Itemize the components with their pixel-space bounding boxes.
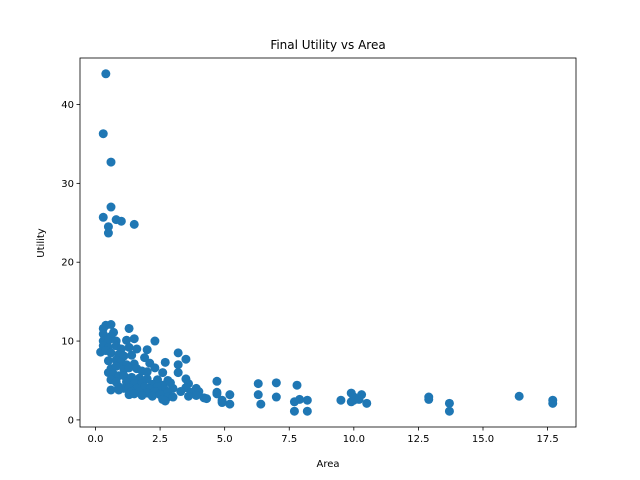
data-point-119 <box>256 399 266 409</box>
data-point-141 <box>217 398 227 408</box>
y-tick-label: 20 <box>61 258 74 269</box>
data-point-139 <box>302 406 312 416</box>
plot-area-frame <box>79 57 577 428</box>
data-point-55 <box>158 368 168 378</box>
data-point-27 <box>124 342 134 352</box>
data-point-14 <box>124 323 134 333</box>
data-point-114 <box>184 391 193 401</box>
y-axis: 0 10 20 30 40 <box>61 100 80 426</box>
data-point-110 <box>225 390 235 400</box>
data-point-77 <box>253 379 263 389</box>
data-point-124 <box>336 395 346 405</box>
data-point-117 <box>160 396 170 406</box>
data-point-142 <box>212 389 222 399</box>
chart-title: Final Utility vs Area <box>270 38 385 52</box>
data-point-104 <box>129 389 139 399</box>
data-point-53 <box>142 367 152 377</box>
data-point-2 <box>106 157 116 167</box>
data-point-45 <box>160 357 170 367</box>
data-point-140 <box>444 406 454 416</box>
points-layer <box>96 69 558 416</box>
data-point-92 <box>114 385 124 395</box>
data-point-32 <box>106 348 116 358</box>
data-point-105 <box>147 391 157 401</box>
y-tick-label: 30 <box>61 179 74 190</box>
data-point-1 <box>98 129 108 139</box>
data-point-35 <box>127 350 137 360</box>
y-tick-label: 40 <box>61 100 74 111</box>
data-point-78 <box>271 378 281 388</box>
data-point-7 <box>129 219 139 229</box>
data-point-11 <box>106 320 116 329</box>
data-point-8 <box>103 222 113 232</box>
data-point-6 <box>116 216 126 226</box>
data-point-29 <box>142 345 152 355</box>
data-point-28 <box>132 344 142 354</box>
data-point-108 <box>191 390 201 400</box>
x-tick-label: 17.5 <box>536 434 558 445</box>
data-point-0 <box>101 69 111 79</box>
data-point-130 <box>346 397 356 407</box>
data-point-17 <box>129 334 139 344</box>
data-point-50 <box>124 363 134 373</box>
data-point-120 <box>271 392 281 402</box>
x-tick-label: 0.0 <box>88 434 104 445</box>
data-point-133 <box>424 394 434 404</box>
data-point-37 <box>173 348 183 358</box>
data-point-134 <box>444 398 454 408</box>
x-tick-label: 2.5 <box>152 434 168 445</box>
data-point-118 <box>225 399 235 409</box>
data-point-131 <box>354 394 364 404</box>
data-point-123 <box>302 395 312 405</box>
data-point-4 <box>106 202 116 212</box>
data-point-76 <box>212 376 222 386</box>
x-tick-label: 10.0 <box>343 434 365 445</box>
x-tick-label: 12.5 <box>407 434 429 445</box>
data-point-137 <box>548 398 558 408</box>
data-point-39 <box>103 356 113 366</box>
x-tick-label: 7.5 <box>281 434 297 445</box>
data-point-135 <box>514 391 524 401</box>
y-tick-label: 0 <box>68 415 74 426</box>
data-point-46 <box>173 360 183 370</box>
data-point-15 <box>98 329 108 339</box>
data-point-54 <box>150 363 160 373</box>
data-point-122 <box>295 394 305 404</box>
data-point-9 <box>103 228 113 238</box>
data-point-3 <box>98 212 108 222</box>
data-point-99 <box>176 387 186 397</box>
x-tick-label: 15.0 <box>472 434 494 445</box>
x-axis: 0.0 2.5 5.0 7.5 10.0 12.5 15.0 17.5 <box>88 427 559 445</box>
data-point-91 <box>106 385 116 395</box>
data-point-22 <box>150 336 160 346</box>
y-tick-label: 10 <box>61 337 74 348</box>
data-point-129 <box>362 398 372 408</box>
x-tick-label: 5.0 <box>217 434 233 445</box>
data-point-138 <box>289 406 299 416</box>
data-point-48 <box>111 361 121 371</box>
x-axis-title: Area <box>316 459 339 470</box>
data-point-143 <box>168 392 178 402</box>
y-axis-title: Utility <box>36 228 47 257</box>
data-point-115 <box>202 394 212 404</box>
data-point-79 <box>292 380 302 390</box>
data-point-112 <box>137 390 147 400</box>
data-point-38 <box>181 354 191 364</box>
data-point-21 <box>122 335 131 345</box>
data-point-56 <box>173 368 183 378</box>
data-point-111 <box>253 390 263 400</box>
